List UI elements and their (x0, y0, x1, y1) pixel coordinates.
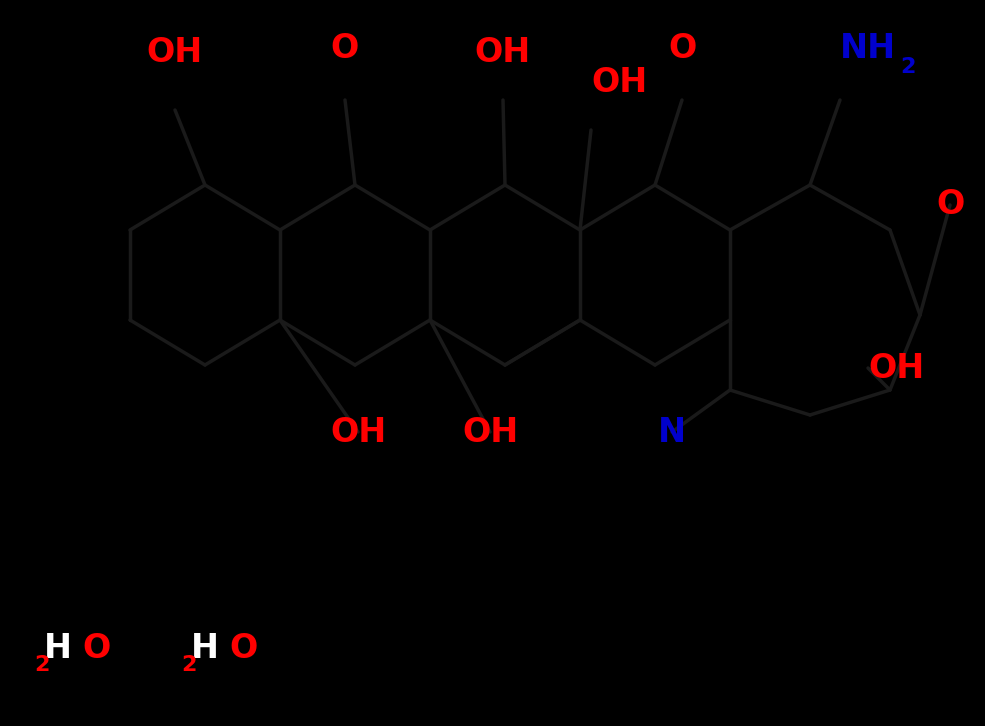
Text: O: O (82, 632, 110, 664)
Text: 2: 2 (900, 57, 916, 77)
Text: OH: OH (330, 415, 386, 449)
Text: H: H (191, 632, 219, 664)
Text: OH: OH (462, 415, 518, 449)
Text: O: O (668, 31, 696, 65)
Text: OH: OH (147, 36, 203, 68)
Text: NH: NH (840, 31, 896, 65)
Text: OH: OH (868, 351, 924, 385)
Text: H: H (44, 632, 72, 664)
Text: O: O (331, 31, 360, 65)
Text: 2: 2 (34, 655, 49, 675)
Text: O: O (229, 632, 257, 664)
Text: 2: 2 (181, 655, 197, 675)
Text: O: O (936, 189, 964, 221)
Text: OH: OH (475, 36, 531, 68)
Text: N: N (658, 415, 687, 449)
Text: OH: OH (591, 65, 647, 99)
